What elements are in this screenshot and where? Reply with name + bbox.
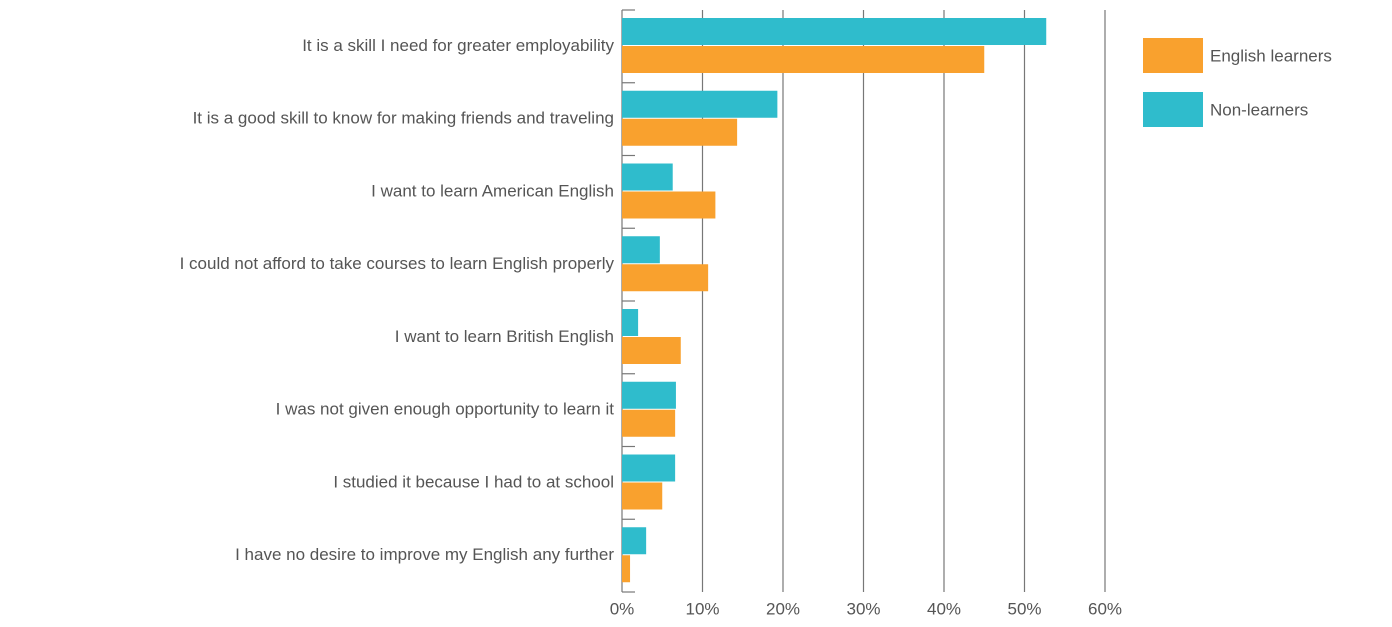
bar xyxy=(622,90,778,118)
x-tick-label: 20% xyxy=(766,599,800,618)
bar xyxy=(622,409,676,437)
y-tick-label: I want to learn American English xyxy=(371,181,614,200)
bar xyxy=(622,118,738,146)
bar xyxy=(622,555,631,583)
x-tick-label: 50% xyxy=(1007,599,1041,618)
y-tick-label: I could not afford to take courses to le… xyxy=(180,254,615,273)
bar xyxy=(622,163,673,191)
x-tick-label: 30% xyxy=(846,599,880,618)
bar xyxy=(622,264,709,292)
y-tick-label: I studied it because I had to at school xyxy=(333,472,614,491)
legend-swatch xyxy=(1143,38,1203,73)
legend-swatch xyxy=(1143,92,1203,127)
y-tick-label: I want to learn British English xyxy=(395,327,614,346)
bar xyxy=(622,191,716,219)
bar xyxy=(622,309,639,336)
x-tick-label: 10% xyxy=(685,599,719,618)
bar xyxy=(622,46,985,73)
x-tick-label: 40% xyxy=(927,599,961,618)
bar xyxy=(622,236,660,264)
bar xyxy=(622,527,647,555)
x-tick-label: 60% xyxy=(1088,599,1122,618)
legend-label: English learners xyxy=(1210,46,1332,65)
bar xyxy=(622,337,681,364)
bar xyxy=(622,381,676,409)
x-tick-label: 0% xyxy=(610,599,635,618)
bar xyxy=(622,454,676,482)
legend-label: Non-learners xyxy=(1210,100,1308,119)
y-tick-label: I have no desire to improve my English a… xyxy=(235,545,614,564)
bar xyxy=(622,482,663,510)
bar xyxy=(622,18,1047,45)
y-tick-label: It is a skill I need for greater employa… xyxy=(302,36,614,55)
y-tick-label: I was not given enough opportunity to le… xyxy=(276,400,615,419)
y-tick-label: It is a good skill to know for making fr… xyxy=(193,109,614,128)
